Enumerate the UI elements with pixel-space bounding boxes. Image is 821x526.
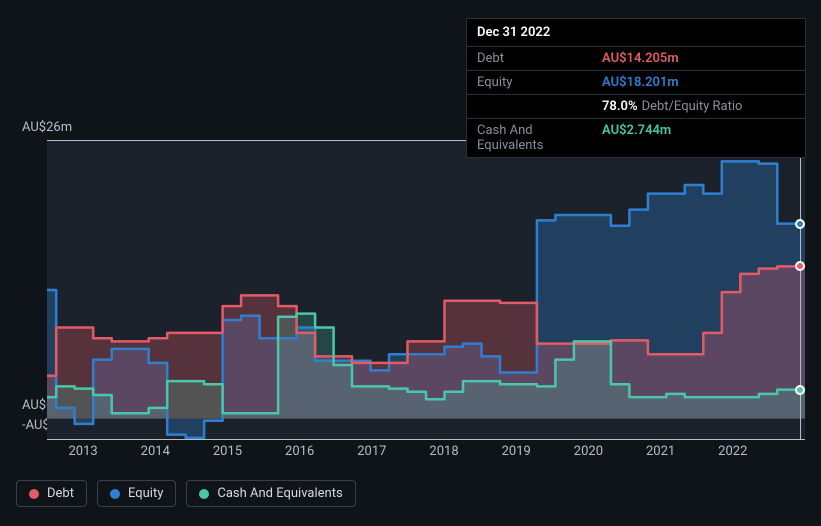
tooltip-row-label: Debt <box>477 51 602 66</box>
x-axis-label: 2019 <box>502 444 531 459</box>
tooltip-row-label <box>477 99 602 114</box>
x-axis-label: 2015 <box>213 444 242 459</box>
legend-item-cash[interactable]: Cash And Equivalents <box>186 480 355 507</box>
tooltip-row-value: AU$2.744m <box>602 123 671 153</box>
tooltip-row-label: Equity <box>477 75 602 90</box>
legend-swatch-cash <box>199 489 209 499</box>
tooltip-row-value: 78.0%Debt/Equity Ratio <box>602 99 742 114</box>
tooltip-row-label: Cash And Equivalents <box>477 123 602 153</box>
x-axis-label: 2018 <box>429 444 458 459</box>
legend-label-equity: Equity <box>128 486 163 501</box>
tooltip-row: 78.0%Debt/Equity Ratio <box>467 95 805 119</box>
chart-container: AU$26m AU$0 -AU$2m 201320142015201620172… <box>16 120 805 470</box>
x-axis-label: 2017 <box>357 444 386 459</box>
tooltip-rows: DebtAU$14.205mEquityAU$18.201m78.0%Debt/… <box>467 47 805 157</box>
hover-tooltip: Dec 31 2022 DebtAU$14.205mEquityAU$18.20… <box>466 18 806 158</box>
tooltip-row-value: AU$14.205m <box>602 51 679 66</box>
legend-item-equity[interactable]: Equity <box>97 480 176 507</box>
x-axis-label: 2013 <box>68 444 97 459</box>
tooltip-date: Dec 31 2022 <box>467 19 805 47</box>
x-axis-labels: 2013 2014 2015 2016 2017 2018 2019 2020 2021 2022 <box>47 444 805 464</box>
hover-guideline <box>800 140 801 440</box>
legend-label-debt: Debt <box>47 486 74 501</box>
x-axis-label: 2022 <box>718 444 747 459</box>
hover-marker <box>795 261 805 271</box>
x-axis-label: 2021 <box>646 444 675 459</box>
legend-label-cash: Cash And Equivalents <box>217 486 342 501</box>
legend-item-debt[interactable]: Debt <box>16 480 87 507</box>
tooltip-row-extra: Debt/Equity Ratio <box>642 99 743 114</box>
tooltip-row: Cash And EquivalentsAU$2.744m <box>467 119 805 157</box>
legend-swatch-equity <box>110 489 120 499</box>
chart-svg <box>47 140 805 440</box>
y-axis-max-label: AU$26m <box>22 120 72 135</box>
chart-plot-area[interactable] <box>47 140 805 440</box>
hover-marker <box>795 219 805 229</box>
tooltip-row: DebtAU$14.205m <box>467 47 805 71</box>
legend-swatch-debt <box>29 489 39 499</box>
gridline-bottom <box>47 439 805 440</box>
x-axis-label: 2016 <box>285 444 314 459</box>
legend: Debt Equity Cash And Equivalents <box>16 480 356 507</box>
x-axis-label: 2020 <box>574 444 603 459</box>
tooltip-row: EquityAU$18.201m <box>467 71 805 95</box>
hover-marker <box>795 385 805 395</box>
x-axis-label: 2014 <box>141 444 170 459</box>
tooltip-row-value: AU$18.201m <box>602 75 679 90</box>
